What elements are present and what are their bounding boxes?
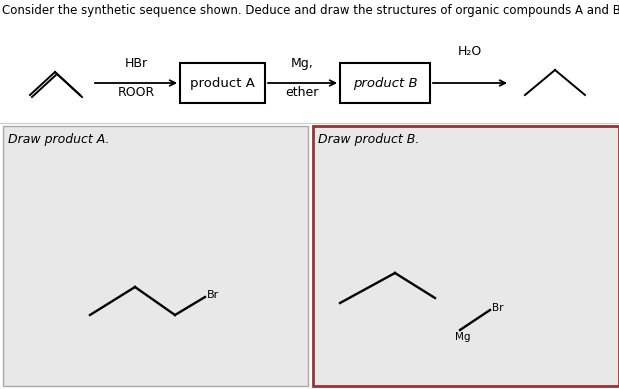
Bar: [180, 63, 265, 103]
Text: Br: Br: [207, 290, 219, 300]
Bar: [3, 126, 308, 386]
Text: Br: Br: [492, 303, 503, 313]
Text: product A: product A: [189, 77, 254, 89]
Text: ether: ether: [285, 86, 319, 99]
Bar: [340, 63, 430, 103]
Text: Consider the synthetic sequence shown. Deduce and draw the structures of organic: Consider the synthetic sequence shown. D…: [2, 4, 619, 17]
Text: Mg: Mg: [455, 332, 470, 342]
Text: HBr: HBr: [124, 57, 147, 70]
Text: Mg,: Mg,: [291, 57, 313, 70]
Text: ROOR: ROOR: [118, 86, 155, 99]
Text: Draw product A.: Draw product A.: [8, 133, 110, 146]
Text: product B: product B: [353, 77, 417, 89]
Text: H₂O: H₂O: [458, 45, 482, 58]
Text: Draw product B.: Draw product B.: [318, 133, 420, 146]
Bar: [313, 126, 619, 386]
